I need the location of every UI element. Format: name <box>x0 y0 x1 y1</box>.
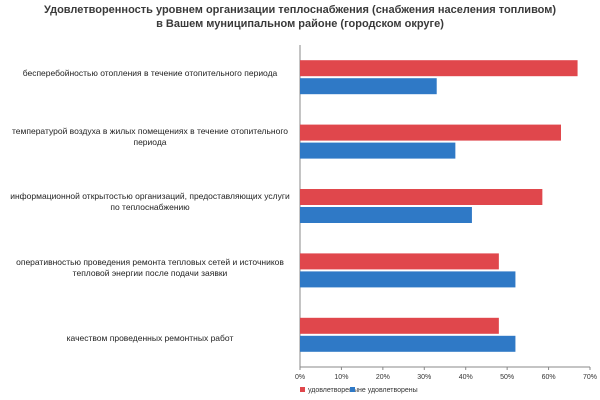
x-tick-label: 10% <box>334 374 348 381</box>
chart-title: Удовлетворенность уровнем организации те… <box>43 4 557 30</box>
bar-satisfied <box>300 124 561 141</box>
legend-label: удовлетворены <box>308 387 358 394</box>
x-tick-label: 40% <box>459 374 473 381</box>
bar-not-satisfied <box>300 207 472 223</box>
bar-not-satisfied <box>300 335 516 352</box>
legend-swatch <box>300 387 305 392</box>
bar-satisfied <box>300 253 499 270</box>
x-tick-label: 30% <box>417 374 431 381</box>
x-tick-label: 70% <box>583 374 597 381</box>
bar-satisfied <box>300 189 543 205</box>
bar-satisfied <box>300 317 499 334</box>
legend-swatch <box>350 387 355 392</box>
x-tick-label: 0% <box>295 374 305 381</box>
bar-not-satisfied <box>300 142 456 159</box>
category-label: бесперебойностью отопления в течение ото… <box>22 68 278 78</box>
category-label: информационной открытостью организаций, … <box>10 191 290 212</box>
x-tick-label: 60% <box>542 374 556 381</box>
bar-satisfied <box>300 60 578 77</box>
category-label: оперативностью проведения ремонта теплов… <box>16 257 284 278</box>
x-tick-label: 50% <box>500 374 514 381</box>
bar-not-satisfied <box>300 271 516 288</box>
legend-label: не удовлетворены <box>358 387 418 394</box>
category-label: температурой воздуха в жилых помещениях … <box>12 126 288 147</box>
x-tick-label: 20% <box>376 374 390 381</box>
bar-not-satisfied <box>300 78 437 95</box>
category-label: качеством проведенных ремонтных работ <box>66 333 234 343</box>
